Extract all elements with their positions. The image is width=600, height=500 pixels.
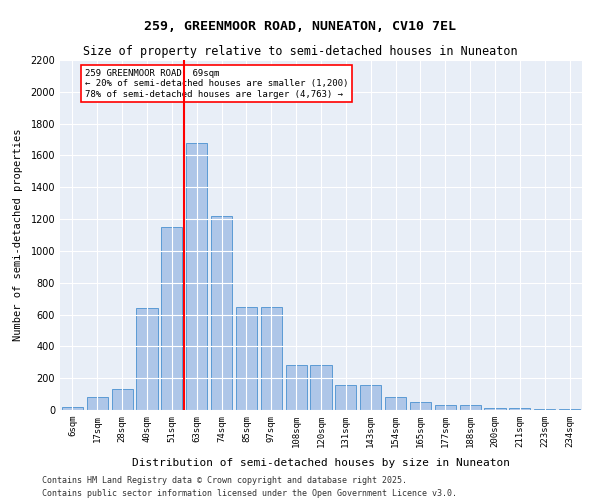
Text: 259 GREENMOOR ROAD: 69sqm
← 20% of semi-detached houses are smaller (1,200)
78% : 259 GREENMOOR ROAD: 69sqm ← 20% of semi-… — [85, 69, 348, 99]
Bar — [509, 408, 530, 410]
Bar — [559, 409, 580, 410]
Bar — [286, 366, 307, 410]
Text: Size of property relative to semi-detached houses in Nuneaton: Size of property relative to semi-detach… — [83, 45, 517, 58]
Bar — [484, 408, 506, 410]
Y-axis label: Number of semi-detached properties: Number of semi-detached properties — [13, 128, 23, 341]
Bar — [435, 405, 456, 410]
Bar — [534, 409, 555, 410]
Bar — [112, 390, 133, 410]
Bar — [261, 306, 282, 410]
Bar — [335, 386, 356, 410]
Bar — [62, 407, 83, 410]
Bar — [136, 308, 158, 410]
Bar — [236, 306, 257, 410]
Bar — [211, 216, 232, 410]
Bar — [87, 398, 108, 410]
Bar — [410, 402, 431, 410]
Text: Contains public sector information licensed under the Open Government Licence v3: Contains public sector information licen… — [42, 488, 457, 498]
Bar — [460, 405, 481, 410]
Bar — [310, 366, 332, 410]
Bar — [161, 227, 182, 410]
Text: 259, GREENMOOR ROAD, NUNEATON, CV10 7EL: 259, GREENMOOR ROAD, NUNEATON, CV10 7EL — [144, 20, 456, 33]
X-axis label: Distribution of semi-detached houses by size in Nuneaton: Distribution of semi-detached houses by … — [132, 458, 510, 468]
Bar — [186, 142, 207, 410]
Bar — [360, 386, 381, 410]
Bar — [385, 398, 406, 410]
Text: Contains HM Land Registry data © Crown copyright and database right 2025.: Contains HM Land Registry data © Crown c… — [42, 476, 407, 485]
